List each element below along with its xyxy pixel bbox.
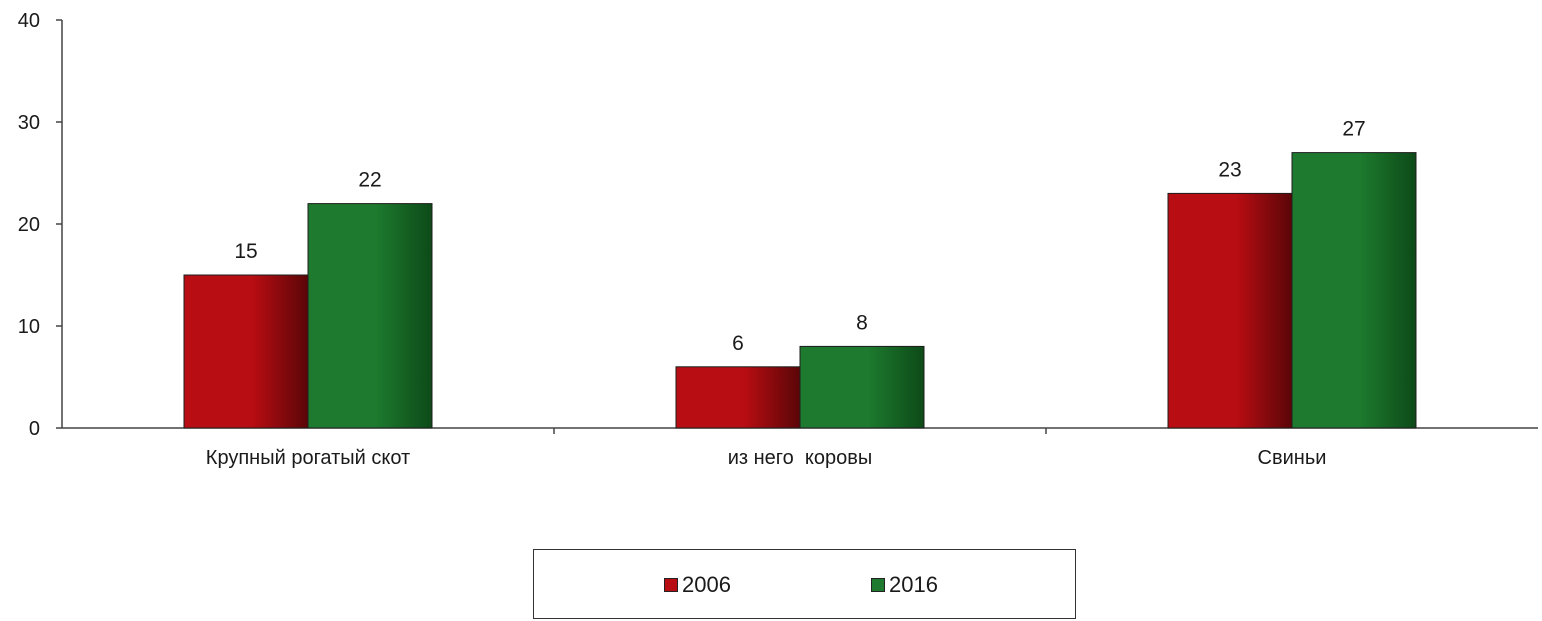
- y-tick-label: 0: [29, 418, 40, 440]
- data-label-series-2-cat-3: 27: [1342, 118, 1365, 141]
- data-label-series-2-cat-2: 8: [856, 311, 868, 334]
- legend-swatch-series-2: [871, 578, 885, 592]
- legend-swatch-series-1: [664, 578, 678, 592]
- data-label-series-1-cat-1: 15: [234, 240, 257, 263]
- legend: 2006 2016: [533, 549, 1076, 619]
- y-tick-label: 20: [18, 214, 40, 236]
- legend-item-series-2: 2016: [871, 572, 938, 598]
- y-tick-label: 40: [18, 10, 40, 32]
- legend-item-series-1: 2006: [664, 572, 731, 598]
- bar-series-1-cat-1: [183, 274, 309, 429]
- bar-series-1-cat-3: [1167, 192, 1293, 429]
- y-tick-label: 10: [18, 316, 40, 338]
- y-tick-label: 30: [18, 112, 40, 134]
- x-category-label-2: из него коровы: [728, 447, 873, 469]
- legend-label-series-2: 2016: [889, 572, 938, 597]
- bar-series-2-cat-2: [799, 345, 925, 429]
- legend-label-series-1: 2006: [682, 572, 731, 597]
- x-category-label-1: Крупный рогатый скот: [206, 447, 410, 469]
- data-label-series-2-cat-1: 22: [358, 169, 381, 192]
- bar-series-2-cat-3: [1291, 152, 1417, 429]
- x-category-label-3: Свиньи: [1258, 447, 1327, 469]
- data-label-series-1-cat-2: 6: [732, 332, 744, 355]
- data-label-series-1-cat-3: 23: [1218, 158, 1241, 181]
- bars: [183, 152, 1417, 429]
- labels: 15 22 Крупный рогатый скот 6 8 из него коровы…: [206, 118, 1366, 469]
- bar-series-1-cat-2: [675, 366, 801, 429]
- bar-series-2-cat-1: [307, 203, 433, 429]
